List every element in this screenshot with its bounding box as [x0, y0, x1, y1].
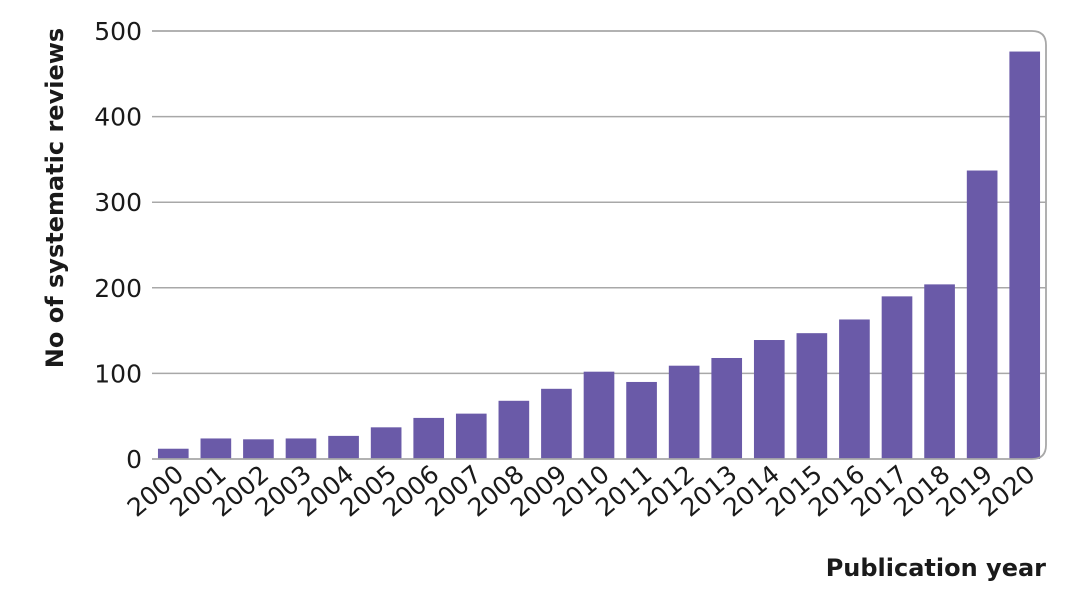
- bar-2006: [413, 417, 445, 459]
- bar-2017: [881, 296, 913, 459]
- bar-2010: [583, 371, 615, 459]
- bar-2007: [455, 413, 487, 459]
- x-axis-ticks: 2000200120022003200420052006200720082009…: [122, 459, 1041, 522]
- y-tick-label: 500: [94, 17, 142, 46]
- bar-2015: [796, 333, 828, 459]
- y-tick-label: 200: [94, 274, 142, 303]
- bar-2020: [1009, 51, 1041, 459]
- bar-2011: [626, 381, 657, 459]
- bars: [157, 51, 1041, 459]
- bar-2019: [966, 170, 998, 459]
- bar-2016: [839, 319, 870, 459]
- y-axis-title: No of systematic reviews: [41, 28, 69, 368]
- bar-2005: [370, 427, 402, 459]
- bar-2014: [753, 340, 785, 459]
- x-axis-title: Publication year: [826, 554, 1046, 582]
- bar-2001: [200, 438, 232, 459]
- bar-2009: [541, 388, 572, 459]
- bar-2002: [243, 439, 274, 459]
- y-axis-ticks: 0 100 200 300 400 500: [94, 17, 142, 474]
- bar-2012: [668, 365, 700, 459]
- bar-2004: [328, 435, 359, 459]
- plot-frame: [152, 30, 1047, 460]
- bar-2000: [157, 448, 189, 459]
- bar-2018: [924, 284, 955, 459]
- bar-2003: [285, 438, 317, 459]
- bar-2008: [498, 400, 530, 459]
- plot-border: [152, 30, 1047, 460]
- y-tick-label: 400: [94, 103, 142, 132]
- y-tick-label: 0: [126, 445, 142, 474]
- y-tick-label: 300: [94, 188, 142, 217]
- bar-2013: [711, 357, 743, 459]
- y-tick-label: 100: [94, 359, 142, 388]
